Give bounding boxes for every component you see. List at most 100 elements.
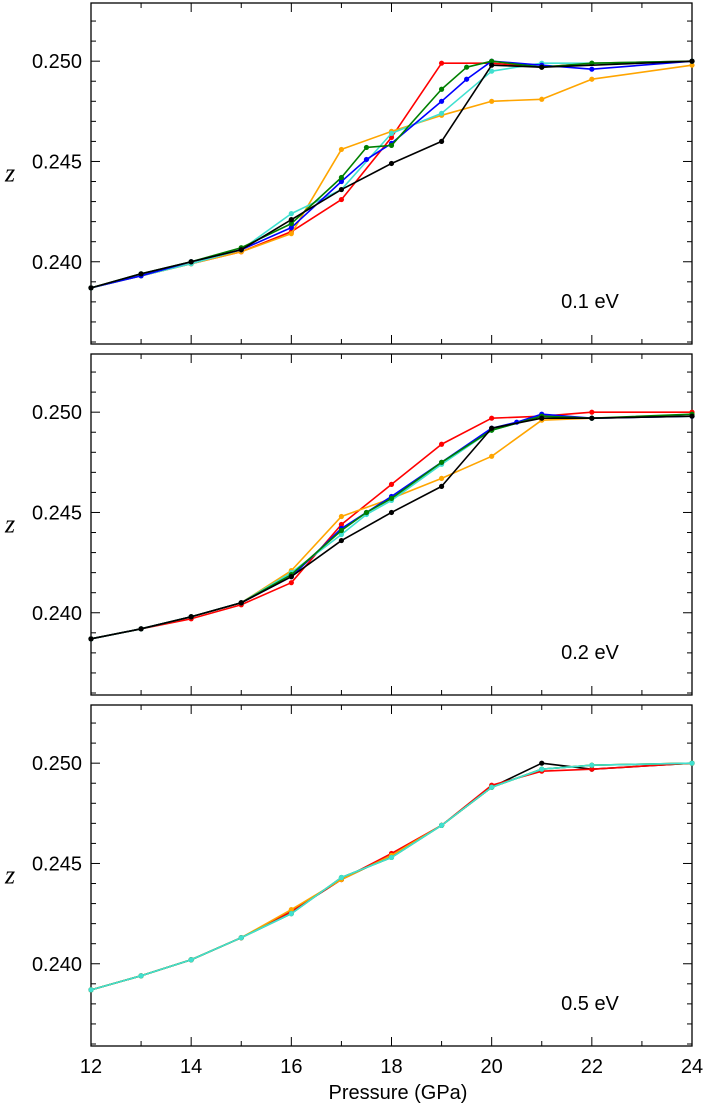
data-point (363, 156, 370, 163)
panel-annotation: 0.2 eV (561, 642, 619, 664)
series-line (90, 762, 693, 991)
series-2 (88, 760, 695, 993)
data-point (539, 766, 545, 772)
data-point (338, 146, 345, 153)
series-line (90, 60, 693, 289)
y-tick-label: 0.245 (32, 853, 82, 875)
y-tick-label: 0.250 (32, 753, 82, 775)
series-3 (88, 58, 695, 291)
series-6 (88, 58, 695, 291)
data-point (689, 62, 695, 68)
x-tick-label: 24 (681, 1056, 703, 1078)
series-line (90, 762, 693, 991)
data-point (539, 415, 545, 421)
series-line (90, 413, 693, 640)
data-point (288, 911, 294, 917)
x-tick-label: 16 (280, 1056, 302, 1078)
series-3 (88, 413, 695, 642)
series-4 (88, 411, 695, 642)
series-line (90, 762, 693, 991)
data-point (338, 874, 345, 881)
data-point (188, 957, 194, 963)
panel-3: 0.240 0.245 0.250 z 0.5 eV 12 14 16 18 20 22 24 (4, 704, 703, 1078)
data-point (489, 415, 495, 421)
data-point (464, 64, 470, 70)
series-6 (88, 413, 695, 642)
data-point (438, 60, 445, 66)
data-point (238, 935, 244, 941)
data-point (589, 76, 595, 82)
data-point (438, 110, 445, 116)
series-5 (88, 58, 695, 291)
series-4 (88, 760, 695, 993)
x-tick-label: 18 (380, 1056, 402, 1078)
data-point (238, 247, 244, 253)
data-point (338, 527, 345, 534)
data-point (438, 86, 445, 92)
y-axis-title: z (4, 159, 15, 188)
data-point (589, 415, 595, 421)
data-point (689, 760, 695, 766)
data-point (338, 521, 345, 528)
data-point (489, 425, 495, 431)
series-line (90, 762, 693, 991)
data-point (288, 580, 294, 586)
data-point (88, 285, 94, 291)
data-point (589, 766, 595, 772)
data-point (363, 509, 370, 516)
series-4 (88, 58, 695, 291)
data-point (388, 142, 395, 149)
data-point (489, 68, 495, 74)
y-tick-label: 0.240 (32, 252, 82, 274)
y-tick-label: 0.250 (32, 402, 82, 424)
data-point (288, 907, 294, 913)
data-point (589, 66, 595, 72)
data-point (689, 58, 695, 64)
data-point (438, 475, 445, 481)
y-axis-title: z (4, 510, 15, 539)
data-point (288, 217, 294, 223)
data-point (539, 760, 545, 766)
data-point (138, 271, 144, 277)
data-point (388, 481, 395, 487)
series-line (90, 415, 693, 640)
data-point (338, 174, 345, 181)
data-point (88, 987, 94, 993)
data-point (363, 144, 370, 151)
series-line (90, 415, 693, 640)
y-tick-label: 0.240 (32, 603, 82, 625)
data-point (238, 600, 244, 606)
data-point (188, 614, 194, 620)
data-point (589, 762, 595, 768)
data-point (539, 96, 545, 102)
y-tick-label: 0.245 (32, 151, 82, 173)
data-point (288, 225, 294, 231)
panel-2: 0.240 0.245 0.250 z 0.2 eV (4, 353, 695, 696)
data-point (438, 459, 445, 465)
x-tick-label: 12 (80, 1056, 102, 1078)
data-point (338, 196, 345, 203)
data-point (689, 413, 695, 419)
y-tick-label: 0.250 (32, 51, 82, 73)
data-point (438, 822, 445, 828)
data-point (489, 784, 495, 790)
data-point (288, 211, 294, 217)
x-tick-label: 14 (180, 1056, 202, 1078)
panel-1: 0.240 0.245 0.250 z 0.1 eV (4, 2, 695, 345)
x-tick-label: 22 (581, 1056, 603, 1078)
data-point (288, 231, 294, 237)
series-2 (88, 62, 695, 291)
panel-annotation: 0.1 eV (561, 291, 619, 313)
data-point (589, 409, 595, 415)
data-point (539, 64, 545, 70)
data-point (388, 509, 395, 516)
data-point (388, 495, 395, 502)
series-line (90, 762, 693, 991)
data-point (388, 130, 395, 136)
series-line (90, 415, 693, 640)
x-axis-title: Pressure (GPa) (329, 1082, 468, 1104)
data-point (338, 531, 345, 538)
y-tick-label: 0.245 (32, 502, 82, 524)
series-5 (88, 760, 695, 993)
